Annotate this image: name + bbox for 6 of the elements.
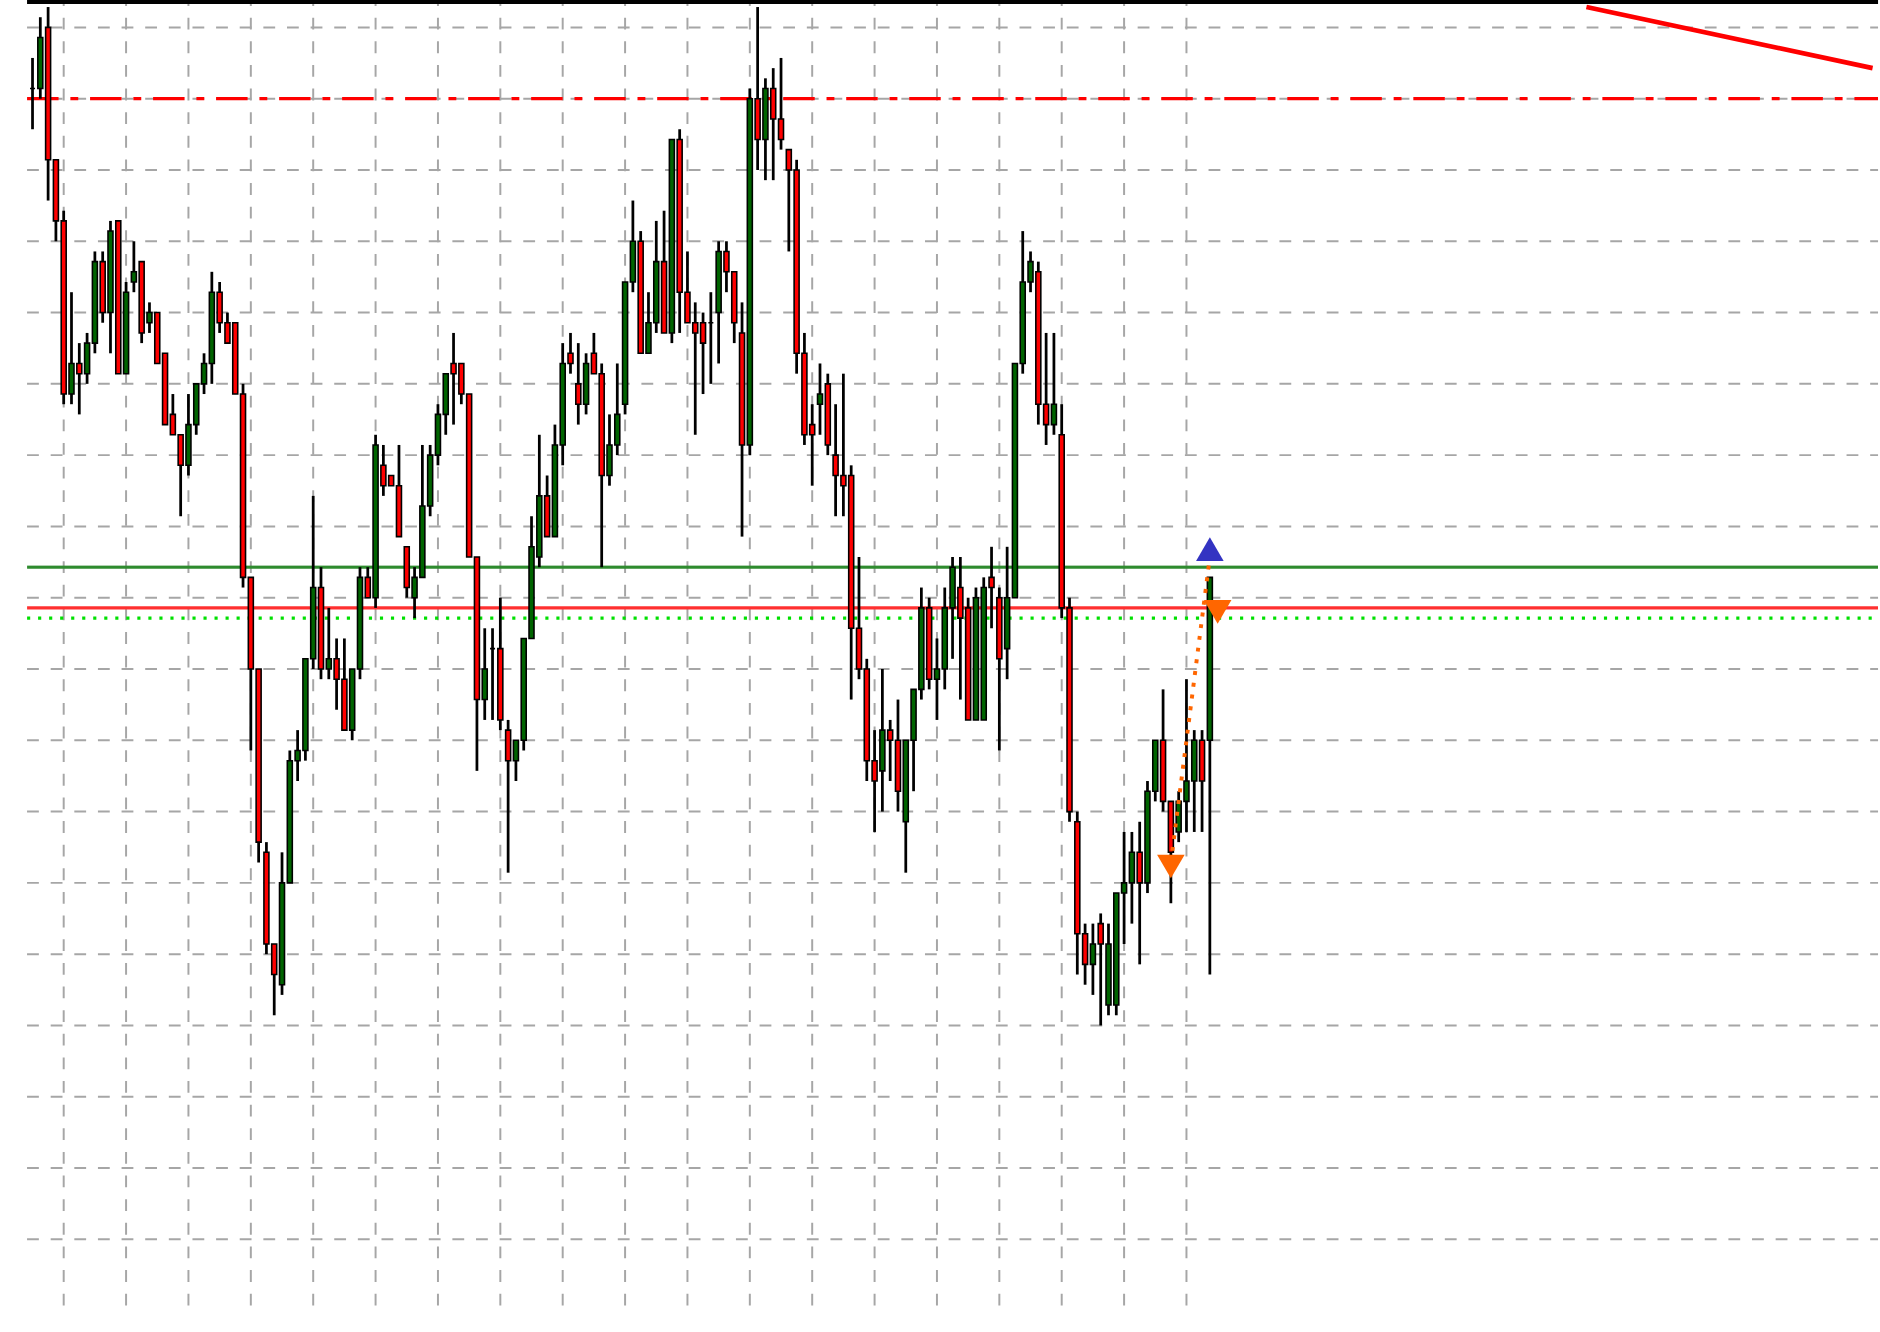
- candlestick: [1183, 677, 1190, 834]
- candlestick: [1128, 830, 1136, 925]
- candlestick: [575, 341, 582, 426]
- candlestick: [1097, 911, 1104, 1027]
- candlestick: [76, 341, 83, 416]
- candlestick: [450, 331, 457, 426]
